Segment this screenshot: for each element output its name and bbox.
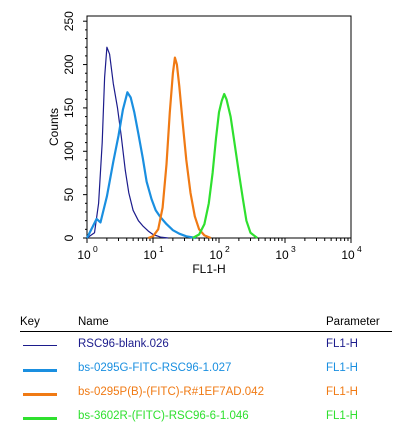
x-tick-exponent: 4 [357,244,362,254]
y-axis-title: Counts [47,108,61,146]
legend-header-name: Name [78,316,109,328]
series-line [86,46,169,239]
y-tick-label: 150 [62,98,76,118]
legend-parameter: FL1-H [326,410,358,422]
legend-name: bs-3602R-(FITC)-RSC96-6-1.046 [78,410,249,422]
series-line [147,56,212,240]
x-tick-label: 10 [275,248,289,262]
y-tick-label: 250 [62,11,76,31]
x-tick-label: 10 [209,248,223,262]
x-tick-exponent: 3 [291,244,296,254]
x-tick-label: 10 [341,248,355,262]
legend-swatch [23,417,57,420]
y-tick-label: 100 [62,141,76,161]
legend-name: bs-0295P(B)-(FITC)-R#1EF7AD.042 [78,386,264,398]
legend-swatch [23,345,57,346]
y-tick-label: 200 [62,54,76,74]
x-axis-title: FL1-H [192,262,225,276]
legend-divider [20,331,392,332]
legend-row: bs-3602R-(FITC)-RSC96-6-1.046 FL1-H [20,410,392,426]
series-line [192,92,258,239]
legend-swatch [23,369,57,372]
legend-row: bs-0295P(B)-(FITC)-R#1EF7AD.042 FL1-H [20,386,392,402]
legend-parameter: FL1-H [326,362,358,374]
legend-header-key: Key [20,316,40,328]
x-tick-label: 10 [143,248,157,262]
legend-name: bs-0295G-FITC-RSC96-1.027 [78,362,232,374]
x-tick-exponent: 2 [225,244,230,254]
legend-name: RSC96-blank.026 [78,338,169,350]
y-tick-label: 0 [62,234,76,241]
legend-table: Key Name Parameter RSC96-blank.026 FL1-H… [20,316,392,422]
legend-swatch [23,393,57,396]
legend-header-parameter: Parameter [326,316,380,328]
legend-parameter: FL1-H [326,386,358,398]
legend-row: RSC96-blank.026 FL1-H [20,338,392,354]
series-line [86,91,197,240]
plot-frame [86,15,352,239]
legend-parameter: FL1-H [326,338,358,350]
x-tick-label: 10 [77,248,91,262]
y-tick-label: 50 [62,188,76,202]
x-tick-exponent: 0 [93,244,98,254]
x-tick-exponent: 1 [159,244,164,254]
legend-header: Key Name Parameter [20,316,392,331]
legend-row: bs-0295G-FITC-RSC96-1.027 FL1-H [20,362,392,378]
